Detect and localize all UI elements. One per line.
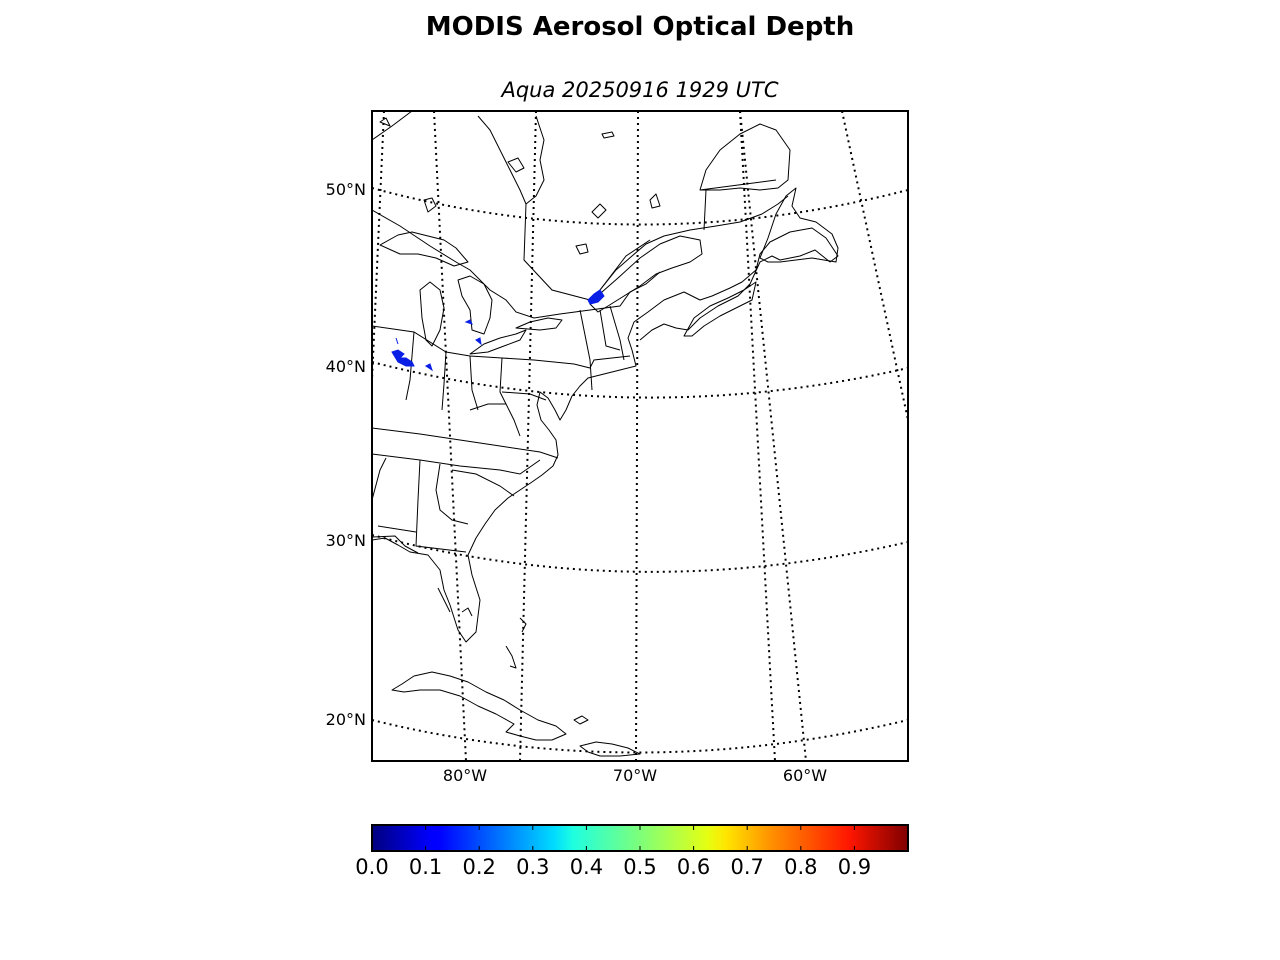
lake-michigan-coastline	[419, 281, 445, 347]
colorbar-tick-label: 0.8	[784, 855, 818, 879]
lat-label-40n: 40°N	[325, 357, 366, 376]
map-area	[372, 111, 908, 761]
canada-provincial-border	[523, 179, 777, 301]
meridian-65w	[739, 111, 776, 761]
figure-title: MODIS Aerosol Optical Depth	[425, 12, 855, 42]
north-shore-coastline	[599, 195, 789, 291]
figure-subtitle: Aqua 20250916 1929 UTC	[501, 78, 779, 102]
lake-erie-coastline	[469, 329, 527, 355]
hudson-bay-coastline	[372, 111, 413, 141]
map-frame	[371, 110, 909, 762]
meridian-lines	[372, 111, 908, 761]
political-borders	[372, 179, 777, 553]
meridian-70w	[635, 111, 639, 761]
colorbar-tick-label: 0.6	[676, 855, 711, 879]
lake-ontario-coastline	[515, 317, 563, 331]
aod-patch-indiana	[391, 349, 415, 367]
lon-label-80w: 80°W	[442, 766, 488, 785]
hispaniola-coastline	[579, 741, 641, 757]
lon-label-70w: 70°W	[612, 766, 658, 785]
meridian-55w	[841, 111, 908, 421]
aod-patch-lake-erie	[475, 337, 482, 346]
meridian-75w	[519, 111, 537, 761]
colorbar-tick-label: 0.2	[462, 855, 496, 879]
east-coast-coastline	[372, 227, 839, 643]
colorbar-tick-label: 0.3	[516, 855, 550, 879]
gulf-coast-coastline	[372, 535, 419, 554]
labrador-coastline	[699, 123, 791, 191]
lake-huron-coastline	[457, 275, 493, 335]
cuba-coastline	[391, 671, 567, 741]
lat-label-20n: 20°N	[325, 710, 366, 729]
nipigon-lake-coastline	[423, 197, 437, 213]
colorbar-tick-label: 0.4	[569, 855, 604, 879]
colorbar-ticks	[371, 825, 855, 851]
nova-scotia-coastline	[683, 281, 757, 337]
meridian-60w	[739, 111, 807, 761]
lat-label-50n: 50°N	[325, 180, 366, 199]
aod-patch-indiana-small	[395, 337, 433, 372]
us-state-borders	[372, 305, 631, 553]
aod-patch-lake-michigan	[464, 319, 473, 325]
colorbar	[371, 824, 909, 852]
jamaica-coastline	[573, 715, 589, 725]
small-lakes-coastline	[379, 117, 661, 255]
colorbar-tick-label: 0.5	[623, 855, 657, 879]
colorbar-tick-label: 0.1	[408, 855, 443, 879]
us-canada-border	[372, 209, 661, 319]
newfoundland-coastline	[759, 187, 839, 263]
colorbar-tick-label: 0.7	[730, 855, 764, 879]
colorbar-tick-label: 0.0	[355, 855, 389, 879]
colorbar-tick-label: 0.9	[837, 855, 872, 879]
lat-label-30n: 30°N	[325, 531, 366, 550]
lon-label-60w: 60°W	[782, 766, 828, 785]
meridian-80w	[433, 111, 467, 761]
florida-keys-coastline	[437, 587, 451, 613]
bahamas-coastline	[461, 607, 527, 669]
aod-patch-st-lawrence	[587, 289, 605, 305]
st-lawrence-coastline	[589, 235, 703, 313]
aod-retrievals	[391, 289, 605, 372]
